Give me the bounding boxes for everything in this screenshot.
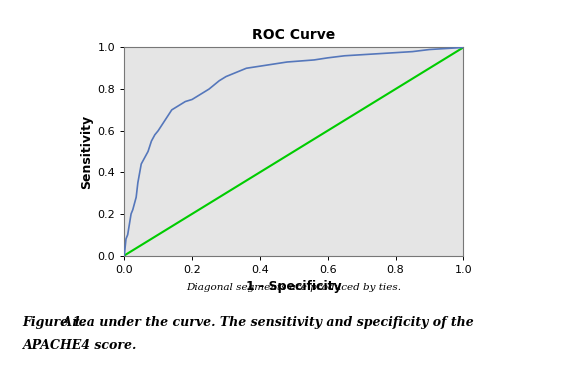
Text: APACHE4 score.: APACHE4 score. — [23, 339, 137, 352]
Y-axis label: Sensitivity: Sensitivity — [80, 114, 93, 189]
Text: Diagonal segments are produced by ties.: Diagonal segments are produced by ties. — [186, 283, 401, 292]
X-axis label: 1 - Specificity: 1 - Specificity — [246, 280, 342, 293]
Text: Area under the curve. The sensitivity and specificity of the: Area under the curve. The sensitivity an… — [58, 316, 474, 329]
Title: ROC Curve: ROC Curve — [252, 28, 336, 42]
Text: Figure 1.: Figure 1. — [23, 316, 86, 329]
